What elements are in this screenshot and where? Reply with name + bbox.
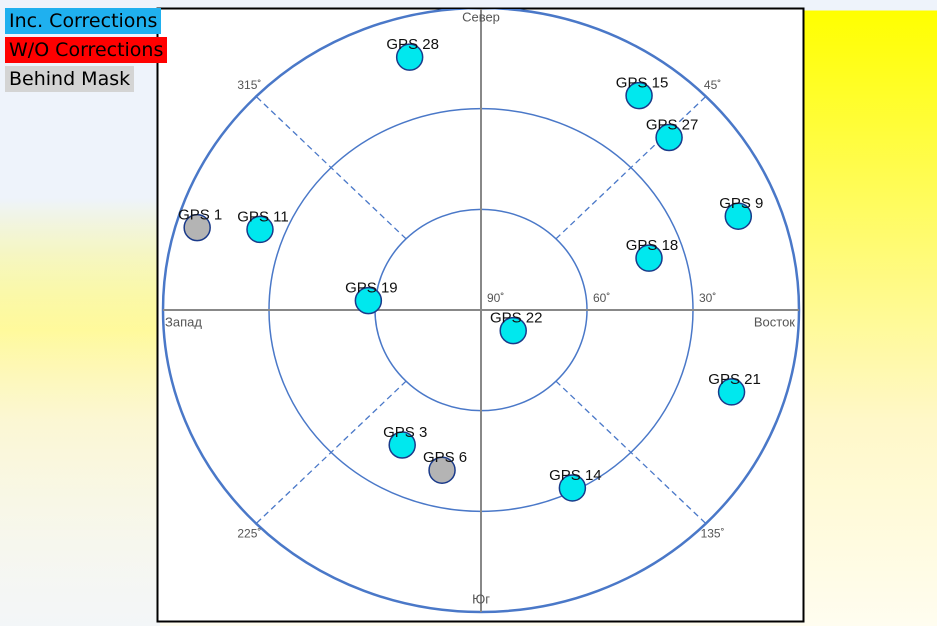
satellite: [246, 215, 274, 244]
elevation-label: 90˚: [487, 291, 504, 305]
satellite: [388, 431, 416, 459]
satellite-label: GPS 21: [708, 371, 761, 388]
legend: Inc. Corrections W/O Corrections Behind Ma…: [5, 8, 168, 95]
azimuth-label: 45˚: [704, 78, 721, 92]
satellite-label: GPS 11: [237, 208, 288, 225]
elevation-label: 60˚: [593, 291, 610, 305]
legend-item: Inc. Corrections: [5, 8, 162, 34]
satellite-label: GPS 9: [719, 195, 763, 212]
satellite-label: GPS 6: [423, 449, 467, 466]
azimuth-label: 225˚: [237, 526, 261, 540]
azimuth-label: 315˚: [237, 78, 261, 92]
background: [0, 330, 160, 626]
satellite: [354, 286, 383, 315]
satellite: [724, 202, 753, 230]
direction-label: Запад: [165, 314, 202, 329]
satellite: [395, 43, 424, 71]
satellite-label: GPS 18: [626, 237, 679, 254]
direction-label: Юг: [472, 591, 490, 606]
satellite: [655, 123, 683, 152]
elevation-label: 30˚: [699, 291, 716, 305]
satellite-label: GPS 28: [386, 36, 439, 53]
satellite: [558, 474, 587, 502]
legend-item: Behind Mask: [5, 66, 135, 92]
azimuth-label: 135˚: [701, 526, 725, 540]
azimuth-line: [255, 380, 407, 525]
satellite-label: GPS 15: [616, 75, 669, 92]
satellite: [428, 456, 456, 484]
satellite-label: GPS 22: [490, 310, 543, 327]
satellite: [183, 213, 211, 242]
satellite: [625, 81, 653, 110]
azimuth-line: [555, 380, 707, 525]
azimuth-line: [255, 95, 407, 240]
satellite-label: GPS 1: [178, 207, 222, 224]
satellite: [717, 378, 746, 406]
legend-item: W/O Corrections: [5, 37, 168, 63]
satellite: [499, 316, 527, 345]
satellite: [635, 244, 663, 272]
satellite-label: GPS 27: [646, 116, 699, 133]
satellite-label: GPS 14: [549, 467, 602, 484]
satellite-label: GPS 19: [345, 280, 398, 297]
direction-label: Восток: [754, 314, 795, 329]
satellite-label: GPS 3: [383, 424, 427, 441]
plot: 90˚ 60˚ 30˚ 45˚ 135˚ 225˚ 315˚ Север Восток Юг Зап…: [161, 9, 801, 614]
direction-label: Север: [462, 9, 500, 24]
azimuth-line: [555, 95, 707, 240]
